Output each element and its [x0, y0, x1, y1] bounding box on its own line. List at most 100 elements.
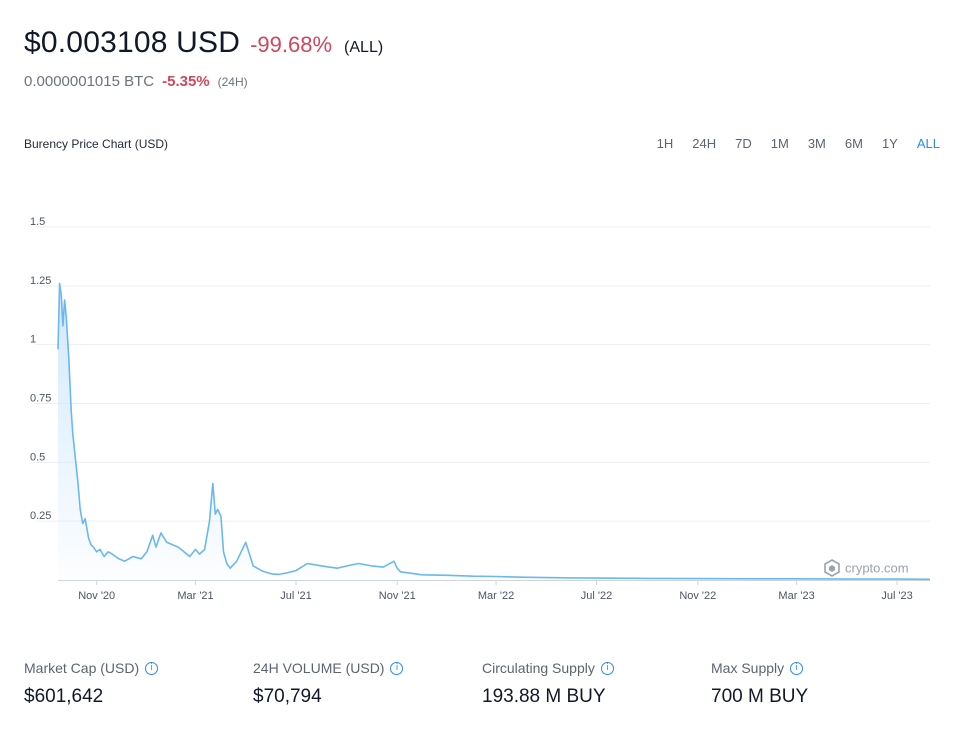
info-icon[interactable]: i: [145, 661, 159, 675]
data-point: [496, 576, 497, 577]
data-point: [124, 561, 125, 562]
crypto-com-logo-icon: [824, 559, 840, 577]
data-point: [223, 551, 224, 552]
y-tick-label: 0.5: [30, 451, 45, 463]
usd-price: $0.003108 USD: [24, 26, 241, 59]
timeframe-1y[interactable]: 1Y: [881, 136, 898, 151]
btc-price-row: 0.0000001015 BTC -5.35% (24H): [24, 73, 248, 90]
data-point: [697, 578, 698, 579]
data-point: [209, 521, 210, 522]
data-point: [383, 567, 384, 568]
stats-row: Market Cap (USD) i $601,642 24H VOLUME (U…: [24, 660, 940, 708]
data-point: [96, 551, 97, 552]
data-point: [261, 570, 262, 571]
data-point: [393, 561, 394, 562]
btc-change-range: (24H): [217, 75, 248, 89]
data-point: [104, 556, 105, 557]
axis-layer: 0.25 0.5 0.75 1 1.25 1.5 Nov '20 Mar '21 Jul '21…: [30, 216, 930, 602]
data-point: [80, 509, 81, 510]
data-point: [245, 542, 246, 543]
data-point: [226, 563, 227, 564]
data-point: [160, 532, 161, 533]
data-point: [146, 551, 147, 552]
data-point: [90, 544, 91, 545]
stat-24h-volume: 24H VOLUME (USD) i $70,794: [253, 660, 482, 708]
data-point: [59, 283, 60, 284]
data-point: [199, 554, 200, 555]
x-tick-label: Nov '21: [379, 590, 416, 602]
points-layer: [57, 283, 930, 580]
data-point: [155, 547, 156, 548]
x-tick-label: Mar '21: [177, 590, 213, 602]
x-tick-label: Jul '22: [581, 590, 612, 602]
data-point: [77, 481, 78, 482]
timeframe-3m[interactable]: 3M: [807, 136, 826, 151]
info-icon[interactable]: i: [790, 661, 804, 675]
data-point: [93, 547, 94, 548]
crypto-com-watermark: crypto.com: [824, 559, 909, 577]
data-point: [217, 509, 218, 510]
data-point: [85, 518, 86, 519]
stat-value: $601,642: [24, 686, 104, 707]
data-point: [286, 572, 287, 573]
data-point: [337, 568, 338, 569]
x-tick-label: Jul '23: [881, 590, 912, 602]
timeframe-all[interactable]: ALL: [916, 136, 940, 151]
data-point: [204, 549, 205, 550]
stat-value: 700 M BUY: [711, 686, 809, 707]
chart-title: Burency Price Chart (USD): [24, 137, 169, 151]
timeframe-7d[interactable]: 7D: [735, 136, 752, 151]
price-header: $0.003108 USD -99.68% (ALL): [24, 26, 383, 60]
x-tick-label: Nov '22: [679, 590, 716, 602]
timeframe-selector: 1H 24H 7D 1M 3M 6M 1Y ALL: [638, 136, 940, 151]
info-icon[interactable]: i: [390, 661, 404, 675]
y-tick-label: 1.25: [30, 275, 51, 287]
data-point: [307, 563, 308, 564]
btc-price: 0.0000001015 BTC: [24, 73, 155, 90]
data-point: [272, 574, 273, 575]
data-point: [546, 577, 547, 578]
data-point: [747, 578, 748, 579]
timeframe-1m[interactable]: 1M: [770, 136, 789, 151]
x-tick-label: Jul '21: [280, 590, 311, 602]
data-point: [66, 316, 67, 317]
data-point: [397, 568, 398, 569]
data-point: [183, 551, 184, 552]
data-point: [521, 577, 522, 578]
data-point: [88, 537, 89, 538]
data-point: [212, 483, 213, 484]
data-point: [72, 434, 73, 435]
data-point: [897, 579, 898, 580]
data-point: [253, 565, 254, 566]
data-point: [141, 558, 142, 559]
stat-max-supply: Max Supply i 700 M BUY: [711, 660, 940, 708]
data-point: [236, 561, 237, 562]
y-tick-label: 0.25: [30, 510, 51, 522]
data-point: [118, 558, 119, 559]
data-point: [267, 572, 268, 573]
price-chart[interactable]: 0.25 0.5 0.75 1 1.25 1.5 Nov '20 Mar '21 Jul '21…: [0, 180, 964, 620]
data-point: [220, 516, 221, 517]
data-point: [647, 578, 648, 579]
data-point: [132, 556, 133, 557]
data-point: [358, 563, 359, 564]
data-point: [189, 556, 190, 557]
data-point: [152, 535, 153, 536]
data-point: [596, 578, 597, 579]
data-point: [166, 542, 167, 543]
price-line-series: [57, 282, 931, 581]
timeframe-24h[interactable]: 24H: [692, 136, 717, 151]
data-point: [796, 578, 797, 579]
timeframe-1h[interactable]: 1H: [656, 136, 674, 151]
data-point: [278, 574, 279, 575]
data-point: [75, 457, 76, 458]
data-point: [108, 551, 109, 552]
data-point: [62, 325, 63, 326]
data-point: [472, 576, 473, 577]
data-point: [112, 554, 113, 555]
data-point: [61, 295, 62, 296]
data-point: [408, 572, 409, 573]
data-point: [400, 571, 401, 572]
timeframe-6m[interactable]: 6M: [844, 136, 863, 151]
info-icon[interactable]: i: [600, 661, 614, 675]
